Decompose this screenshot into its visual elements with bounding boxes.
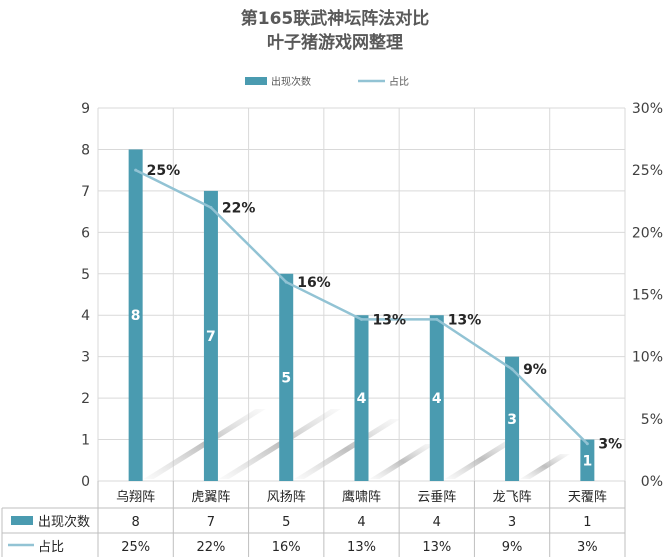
bar-shadow: [369, 444, 436, 479]
bar-shadow: [294, 419, 401, 479]
table-row-label-line: 占比: [38, 540, 64, 555]
line-series: [134, 168, 589, 446]
table-cell: 22%: [196, 540, 225, 555]
bar-value-label: 3: [507, 412, 517, 428]
table-cell: 9%: [502, 540, 523, 555]
table-cell: 3%: [577, 540, 598, 555]
y-left-tick-label: 3: [81, 350, 90, 366]
x-category-label: 龙飞阵: [493, 490, 532, 505]
legend-label-bar: 出现次数: [271, 75, 311, 88]
bar-value-label: 8: [131, 308, 141, 324]
table-cell: 4: [357, 515, 365, 530]
y-right-tick-label: 25%: [632, 163, 663, 179]
line-value-label: 9%: [523, 362, 547, 378]
line-point: [284, 280, 288, 284]
line-value-label: 22%: [222, 200, 256, 216]
x-category-label: 鹰啸阵: [342, 489, 381, 505]
bar: [505, 356, 520, 481]
y-left-tick-label: 6: [81, 225, 90, 241]
table-row-label-bar: 出现次数: [38, 514, 90, 530]
x-category-label: 虎翼阵: [191, 490, 230, 505]
bar-shadow: [444, 439, 519, 479]
bar-value-label: 7: [206, 329, 216, 345]
table-cell: 13%: [347, 540, 376, 555]
chart-title: 第165联武神坛阵法对比: [241, 8, 430, 29]
line-point: [360, 317, 363, 321]
line-point: [435, 317, 439, 321]
bar-value-label: 4: [432, 391, 442, 407]
table-cell: 8: [132, 515, 140, 530]
table-cell: 4: [433, 515, 441, 530]
y-right-tick-label: 15%: [632, 288, 663, 304]
bar: [279, 273, 294, 481]
y-right-tick-label: 0%: [641, 474, 663, 490]
x-category-label: 云垂阵: [417, 490, 456, 505]
table-cell: 7: [207, 515, 215, 530]
bar-value-label: 1: [582, 453, 592, 469]
table-cell: 3: [508, 515, 516, 530]
bar-value-label: 4: [357, 391, 367, 407]
y-left-tick-label: 1: [81, 433, 90, 449]
bar: [580, 439, 595, 481]
table-legend-swatch-bar: [11, 516, 33, 525]
line-point: [134, 168, 138, 172]
line-value-label: 16%: [297, 275, 331, 291]
y-right-tick-label: 10%: [632, 350, 663, 366]
table-cell: 1: [583, 515, 591, 530]
y-left-tick-label: 8: [81, 142, 90, 158]
bar: [429, 315, 444, 481]
line-point: [510, 367, 514, 371]
line-point: [585, 442, 589, 446]
y-left-tick-label: 2: [81, 391, 90, 407]
y-left-tick-label: 5: [81, 267, 90, 283]
chart-subtitle: 叶子猪游戏网整理: [267, 32, 403, 53]
legend-swatch-bar: [245, 77, 267, 85]
bars: [128, 149, 595, 481]
y-left-tick-label: 0: [81, 474, 90, 490]
line-value-label: 3%: [598, 437, 622, 453]
table-cell: 13%: [422, 540, 451, 555]
x-category-label: 风扬阵: [267, 490, 306, 505]
y-left-tick-label: 7: [81, 184, 90, 200]
line-value-label: 13%: [373, 312, 407, 328]
x-category-label: 天覆阵: [568, 490, 607, 505]
data-labels: 8 7 5 4 4 3 1 25% 22% 16% 13% 13% 9% 3%: [131, 163, 622, 469]
bar: [128, 149, 143, 481]
axes: 0 1 2 3 4 5 6 7 8 9 0% 5% 10% 15% 20% 25% 30%: [81, 101, 663, 490]
legend-label-line: 占比: [389, 75, 409, 88]
legend: 出现次数 占比: [245, 75, 409, 88]
line-value-label: 25%: [147, 163, 181, 179]
y-left-tick-label: 9: [81, 101, 90, 117]
y-right-tick-label: 30%: [632, 101, 663, 117]
x-category-label: 乌翔阵: [116, 489, 155, 505]
bar: [354, 315, 369, 481]
bar-shadow: [520, 454, 571, 479]
bar: [203, 190, 218, 481]
bar-value-label: 5: [281, 370, 291, 386]
line-value-label: 13%: [448, 312, 482, 328]
table-cell: 16%: [272, 540, 301, 555]
table-cell: 25%: [121, 540, 150, 555]
line-point: [209, 205, 213, 209]
table-cell: 5: [282, 515, 290, 530]
y-right-tick-label: 5%: [641, 412, 663, 428]
y-left-tick-label: 4: [81, 308, 90, 324]
y-right-tick-label: 20%: [632, 225, 663, 241]
